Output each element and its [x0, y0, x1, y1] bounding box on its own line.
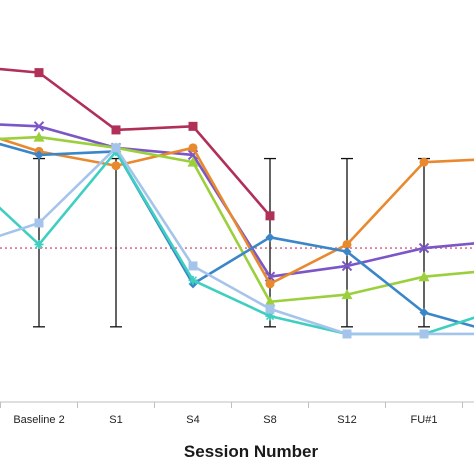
- data-point: [342, 239, 352, 249]
- data-point: [34, 218, 44, 228]
- x-tick-label: S1: [109, 414, 122, 426]
- data-point: [33, 131, 45, 142]
- data-point-stroke: [418, 242, 430, 254]
- data-point: [265, 304, 275, 314]
- data-point: [111, 125, 121, 135]
- data-point: [342, 329, 352, 339]
- data-point-stroke: [188, 276, 198, 285]
- data-point: [111, 143, 121, 153]
- series-5: [0, 142, 474, 328]
- data-point: [265, 232, 275, 242]
- series-line: [0, 146, 474, 336]
- series-7: [0, 143, 474, 339]
- x-axis-group: Baseline 2 S1 S4 S8 S12 FU#1: [0, 401, 474, 426]
- series-1: [0, 67, 275, 221]
- data-point: [264, 296, 276, 307]
- data-point: [188, 261, 198, 271]
- data-point: [265, 211, 275, 221]
- x-axis-title: Session Number: [184, 442, 319, 461]
- x-tick-label: FU#1: [411, 414, 438, 426]
- series-line: [0, 135, 474, 304]
- x-tick-label: S4: [186, 414, 199, 426]
- data-point: [33, 121, 45, 132]
- data-point: [419, 308, 429, 317]
- data-point: [34, 239, 44, 249]
- data-point: [342, 247, 352, 257]
- data-point: [34, 68, 44, 78]
- data-point: [188, 121, 198, 131]
- data-point-stroke: [33, 121, 45, 132]
- series-group: [0, 67, 474, 339]
- x-tick-label: S12: [337, 414, 357, 426]
- data-point: [34, 150, 44, 160]
- data-point: [187, 156, 199, 167]
- data-point: [111, 161, 121, 171]
- error-bars-group: [33, 157, 430, 328]
- data-point: [341, 289, 353, 300]
- data-point: [265, 279, 275, 289]
- data-point: [418, 242, 430, 254]
- data-point: [341, 260, 353, 272]
- series-line: [0, 123, 474, 279]
- data-point: [188, 275, 198, 285]
- data-point: [419, 157, 429, 167]
- x-tick-label: S8: [263, 414, 276, 426]
- data-point: [418, 271, 430, 282]
- data-point-stroke: [34, 240, 44, 249]
- data-point-stroke: [341, 260, 353, 272]
- x-tick-label: Baseline 2: [13, 414, 64, 426]
- data-point: [419, 329, 429, 339]
- data-point-stroke: [265, 312, 275, 321]
- data-point: [188, 143, 198, 153]
- series-line: [0, 142, 474, 328]
